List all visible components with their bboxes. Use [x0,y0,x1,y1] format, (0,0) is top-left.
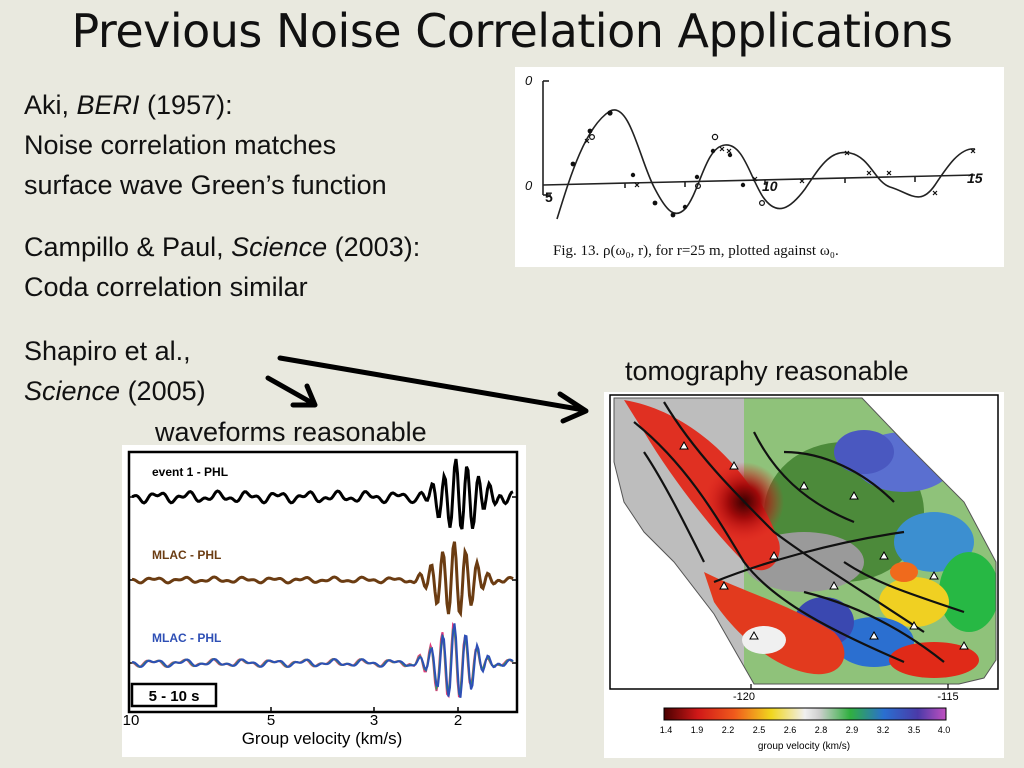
aki-figure: 0 0 5 10 15 Fig. 13. ρ(ω₀, r), for r=25 … [515,67,1004,267]
arrow-to-tomography-head [557,391,589,424]
aki-year: (1957): [139,90,233,120]
trace-event-phl [131,458,514,530]
cbar-tick-0: 1.4 [660,725,673,735]
aki-line-3: surface wave Green’s function [24,170,387,200]
waveform-figure-plot: event 1 - PHL MLAC - PHL MLAC - PHL 5 - … [123,450,519,748]
wave-x-tick-10: 10 [123,712,140,729]
map-lon-tick-115: -115 [937,691,958,703]
aki-journal: BERI [76,90,140,120]
shapiro-citation: Science (2005) [24,372,206,410]
trace-label-event: event 1 - PHL [152,465,228,479]
shapiro-journal: Science [24,376,121,406]
cbar-tick-1: 1.9 [691,725,704,735]
shapiro-line-1: Shapiro et al., [24,336,191,366]
colorbar-label: group velocity (km/s) [758,741,850,752]
campillo-journal: Science [231,232,328,262]
aki-x-tick-15: 15 [967,170,983,186]
tomography-figure: -120 -115 1.4 1.9 2.2 2.5 2.6 2.8 2.9 3.… [604,392,1004,758]
wave-x-tick-3: 3 [370,712,378,729]
waveforms-label: waveforms reasonable [155,417,427,447]
trace-label-mlac-2: MLAC - PHL [152,631,221,645]
arrow-to-waveforms-head [290,383,318,408]
tomography-label: tomography reasonable [625,356,909,386]
arrow-to-waveforms [265,375,317,407]
wave-x-tick-2: 2 [454,712,462,729]
aki-citation: Aki, BERI (1957): [24,86,233,124]
cbar-tick-8: 3.5 [908,725,921,735]
cbar-tick-5: 2.8 [815,725,828,735]
cbar-tick-2: 2.2 [722,725,735,735]
cbar-tick-4: 2.6 [784,725,797,735]
period-band-box [130,682,218,708]
aki-author: Aki, [24,90,77,120]
campillo-author: Campillo & Paul, [24,232,232,262]
campillo-year: (2003): [327,232,421,262]
cbar-tick-3: 2.5 [753,725,766,735]
aki-x-tick-10: 10 [762,178,778,194]
cbar-tick-7: 3.2 [877,725,890,735]
campillo-citation: Campillo & Paul, Science (2003): [24,228,420,266]
slide-title: Previous Noise Correlation Applications [71,4,953,58]
map-lon-tick-120: -120 [733,691,755,703]
aki-line-2: Noise correlation matches [24,130,337,160]
aki-y-top-tick: 0 [525,73,533,88]
trace-label-mlac-1: MLAC - PHL [152,548,221,562]
cbar-tick-9: 4.0 [938,725,951,735]
period-band-label: 5 - 10 s [149,688,200,705]
trace-mlac-phl-1 [131,541,514,618]
aki-y-zero-tick: 0 [525,178,533,193]
aki-figure-plot: 0 0 5 10 15 Fig. 13. ρ(ω₀, r), for r=25 … [525,73,983,259]
waveform-figure: event 1 - PHL MLAC - PHL MLAC - PHL 5 - … [122,445,526,757]
cbar-tick-6: 2.9 [846,725,859,735]
wave-x-tick-5: 5 [267,712,275,729]
aki-figure-caption: Fig. 13. ρ(ω₀, r), for r=25 m, plotted a… [553,243,839,259]
campillo-line-2: Coda correlation similar [24,272,308,302]
colorbar [663,707,947,721]
trace-mlac-phl-2-blue [131,623,514,698]
tomography-map: -120 -115 1.4 1.9 2.2 2.5 2.6 2.8 2.9 3.… [609,394,999,752]
arrow-to-tomography [277,355,587,413]
aki-x-tick-5: 5 [545,189,553,205]
wave-x-axis-label: Group velocity (km/s) [242,729,403,748]
shapiro-year: (2005) [120,376,206,406]
